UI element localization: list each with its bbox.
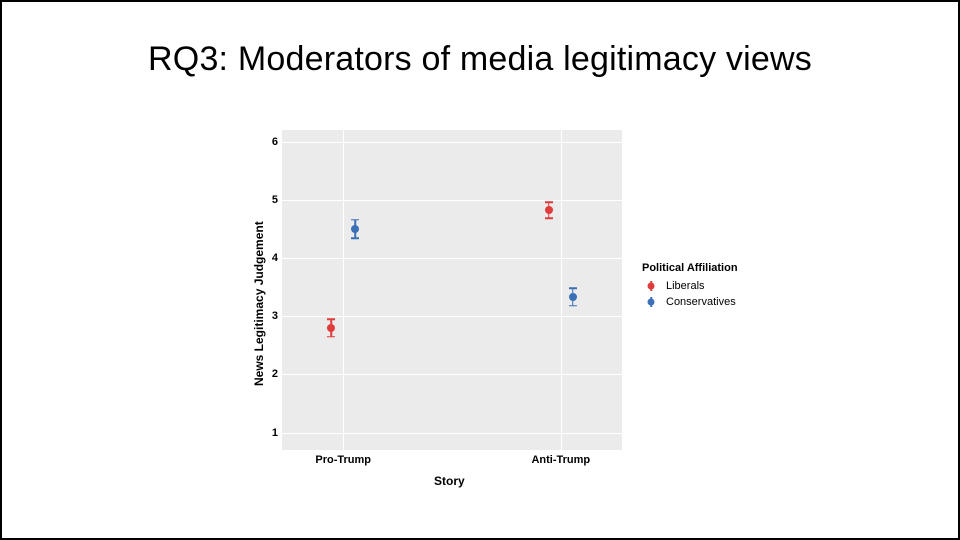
error-cap bbox=[351, 219, 359, 221]
error-cap bbox=[327, 318, 335, 320]
x-axis-label: Story bbox=[434, 474, 465, 488]
legend: Political Affiliation Liberals Conservati… bbox=[642, 262, 738, 312]
y-tick-label: 5 bbox=[272, 194, 278, 206]
plot-area: 123456Pro-TrumpAnti-Trump bbox=[282, 130, 622, 450]
gridline-h bbox=[282, 200, 622, 201]
gridline-h bbox=[282, 316, 622, 317]
gridline-h bbox=[282, 142, 622, 143]
error-cap bbox=[351, 237, 359, 239]
legend-swatch bbox=[642, 297, 660, 307]
legend-label: Liberals bbox=[666, 280, 705, 292]
y-tick-label: 2 bbox=[272, 368, 278, 380]
slide-title: RQ3: Moderators of media legitimacy view… bbox=[2, 40, 958, 79]
gridline-h bbox=[282, 374, 622, 375]
data-point bbox=[569, 293, 577, 301]
data-point bbox=[327, 324, 335, 332]
legend-title: Political Affiliation bbox=[642, 262, 738, 274]
legend-item: Conservatives bbox=[642, 296, 738, 308]
legend-item: Liberals bbox=[642, 280, 738, 292]
data-point bbox=[351, 225, 359, 233]
error-cap bbox=[545, 218, 553, 220]
data-point bbox=[545, 206, 553, 214]
y-axis-label: News Legitimacy Judgement bbox=[252, 221, 266, 386]
error-cap bbox=[545, 201, 553, 203]
y-tick-label: 4 bbox=[272, 252, 278, 264]
y-tick-label: 6 bbox=[272, 136, 278, 148]
error-cap bbox=[327, 336, 335, 338]
chart-container: 123456Pro-TrumpAnti-Trump News Legitimac… bbox=[222, 122, 742, 502]
y-tick-label: 3 bbox=[272, 310, 278, 322]
gridline-h bbox=[282, 433, 622, 434]
legend-label: Conservatives bbox=[666, 296, 736, 308]
legend-swatch bbox=[642, 281, 660, 291]
x-tick-label: Anti-Trump bbox=[531, 454, 590, 466]
x-tick-label: Pro-Trump bbox=[315, 454, 371, 466]
error-cap bbox=[569, 288, 577, 290]
gridline-h bbox=[282, 258, 622, 259]
y-tick-label: 1 bbox=[272, 427, 278, 439]
error-cap bbox=[569, 305, 577, 307]
gridline-v bbox=[561, 130, 562, 450]
slide-frame: RQ3: Moderators of media legitimacy view… bbox=[0, 0, 960, 540]
gridline-v bbox=[343, 130, 344, 450]
